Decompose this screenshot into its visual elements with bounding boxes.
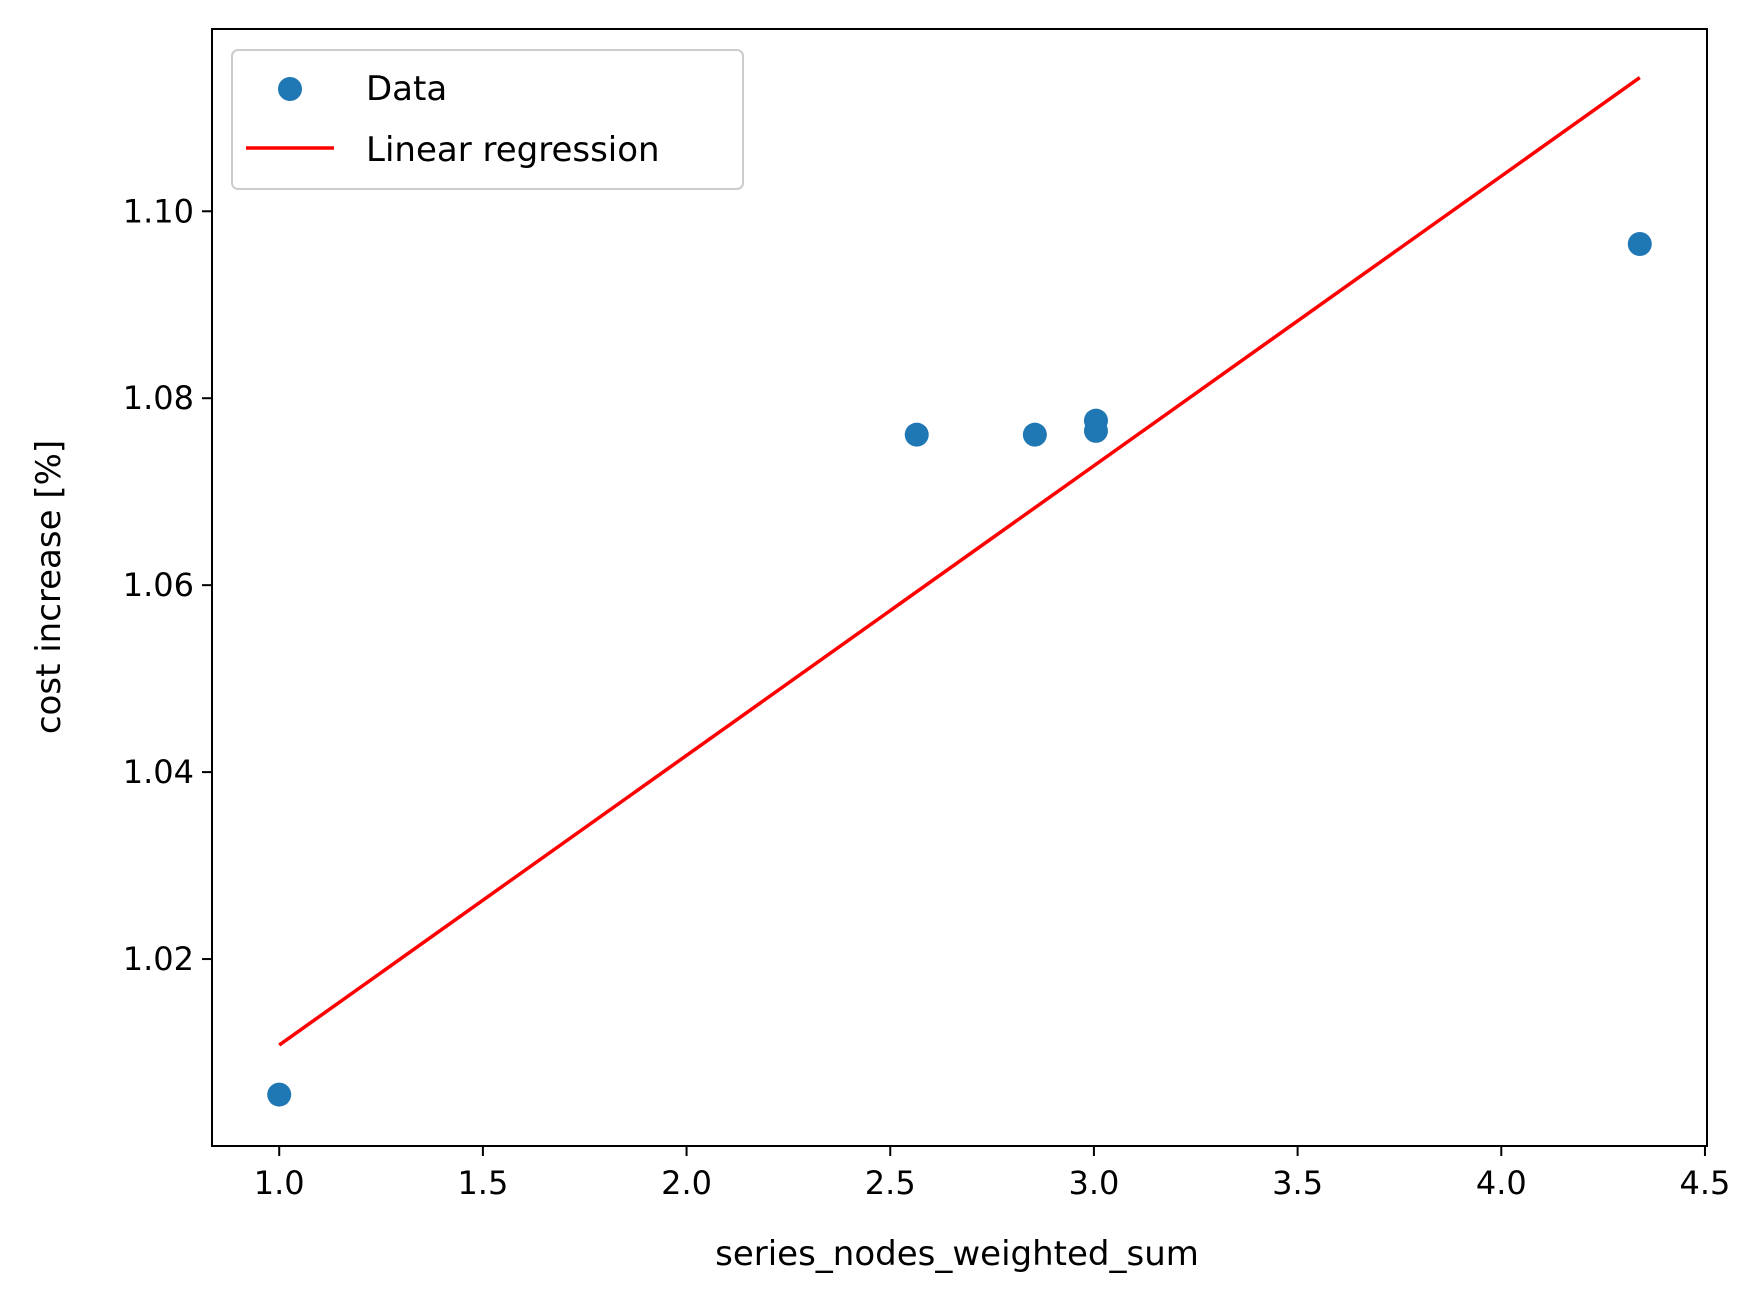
x-tick-label: 2.5 [865,1164,916,1202]
data-point [904,422,929,447]
x-tick-label: 1.0 [254,1164,305,1202]
x-axis-label: series_nodes_weighted_sum [715,1234,1199,1274]
y-tick-label: 1.04 [123,753,194,791]
y-tick-label: 1.02 [123,940,194,978]
y-axis: 1.02 1.04 1.06 1.08 1.10 [123,192,212,978]
legend-data-marker [278,77,302,101]
y-tick-label: 1.10 [123,192,194,230]
y-tick-label: 1.06 [123,566,194,604]
plot-area [211,28,1708,1147]
x-tick-label: 4.0 [1476,1164,1527,1202]
regression-line [278,76,1641,1047]
data-point [1083,418,1108,443]
data-point [267,1082,292,1107]
x-tick-label: 4.5 [1680,1164,1731,1202]
x-tick-label: 1.5 [457,1164,508,1202]
series-layer [267,76,1652,1107]
y-tick-label: 1.08 [123,379,194,417]
legend-label-data: Data [366,69,447,109]
plot-frame [211,28,1708,1147]
legend-box [231,49,744,190]
x-tick-label: 3.0 [1068,1164,1119,1202]
x-tick-label: 2.0 [661,1164,712,1202]
data-point [1627,231,1652,256]
y-axis-label: cost increase [%] [29,440,69,734]
legend: Data Linear regression [231,49,744,190]
x-tick-label: 3.5 [1272,1164,1323,1202]
data-point [1022,422,1047,447]
legend-label-regression: Linear regression [366,130,660,170]
x-axis: 1.0 1.5 2.0 2.5 3.0 3.5 4.0 4.5 [254,1146,1731,1202]
